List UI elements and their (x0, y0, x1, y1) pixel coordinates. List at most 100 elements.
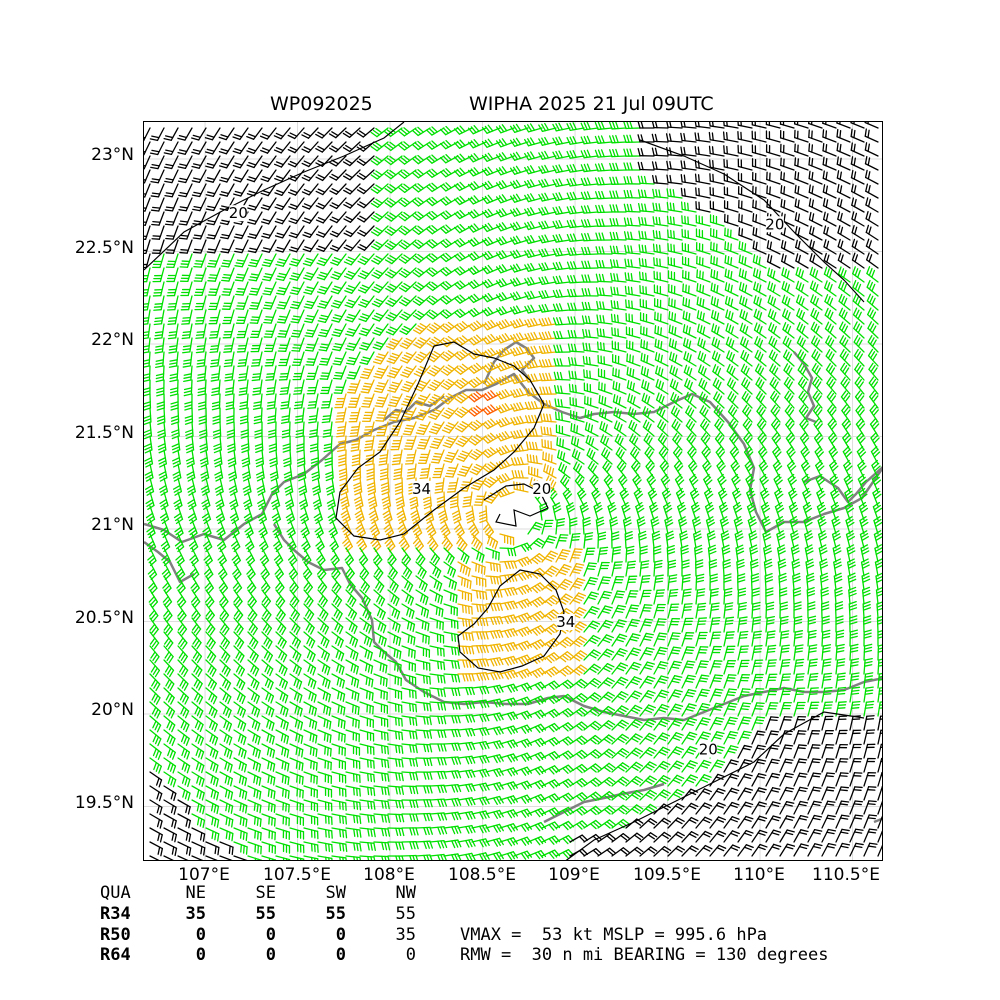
wind-barb-staff (282, 267, 291, 282)
wind-barb-feather (680, 146, 683, 155)
wind-barb (357, 267, 375, 280)
wind-barb (681, 228, 697, 241)
wind-barb-feather (866, 266, 871, 275)
wind-barb-feather (731, 367, 736, 376)
wind-barb (426, 196, 445, 207)
wind-barb-staff (364, 253, 375, 266)
wind-barb-staff (157, 155, 165, 170)
wind-barb-feather (615, 148, 619, 158)
wind-barb-feather (376, 399, 386, 402)
wind-barb (851, 211, 865, 227)
wind-barb-staff (282, 239, 291, 253)
wind-barb-feather (810, 335, 816, 344)
wind-barb (752, 226, 767, 241)
wind-barb-staff (459, 323, 473, 333)
wind-barb-staff (527, 225, 543, 231)
wind-barb-staff (446, 365, 459, 376)
wind-barb-staff (312, 337, 319, 352)
wind-barb-feather (305, 332, 315, 335)
wind-barb-feather (527, 263, 533, 272)
wind-barb-feather (800, 297, 805, 307)
wind-barb-feather (315, 148, 323, 153)
wind-barb-feather (609, 245, 613, 254)
wind-barb (358, 309, 375, 323)
wind-barb-feather (305, 303, 314, 307)
wind-barb-feather (442, 141, 450, 148)
wind-barb-feather (826, 254, 830, 263)
wind-barb-feather (728, 324, 732, 333)
wind-barb (144, 337, 151, 354)
wind-barb (315, 197, 333, 210)
wind-barb (144, 225, 151, 240)
wind-barb (412, 183, 431, 193)
wind-barb-feather (516, 374, 522, 383)
wind-barb-feather (572, 163, 577, 172)
wind-barb (795, 280, 809, 297)
wind-barb-staff (349, 183, 361, 195)
wind-barb-feather (836, 128, 839, 138)
wind-barb-staff (162, 351, 165, 367)
wind-barb (220, 225, 235, 240)
wind-barb (837, 225, 851, 241)
wind-barb-feather (428, 156, 436, 163)
wind-barb-feather (812, 282, 816, 291)
wind-barb (610, 272, 627, 283)
wind-barb-feather (643, 189, 647, 199)
wind-barb-feather (758, 312, 763, 321)
wind-barb (808, 156, 823, 171)
wind-barb-staff (597, 335, 613, 339)
wind-barb-staff (667, 181, 683, 185)
wind-barb-feather (584, 260, 588, 269)
wind-barb-feather (419, 322, 428, 328)
wind-barb-feather (810, 294, 814, 303)
wind-barb-staff (187, 281, 193, 297)
wind-barb-feather (445, 224, 452, 231)
wind-barb-feather (467, 324, 475, 332)
wind-barb-staff (337, 281, 347, 295)
wind-barb-feather (524, 264, 530, 272)
wind-barb-staff (390, 141, 403, 152)
wind-barb-staff (723, 166, 739, 171)
wind-barb-feather (343, 204, 351, 209)
wind-barb-feather (555, 178, 560, 187)
wind-barb-feather (210, 348, 219, 351)
wind-barb-feather (360, 391, 370, 394)
wind-barb-feather (840, 362, 846, 371)
wind-barb-staff (668, 291, 683, 297)
wind-barb-staff (639, 168, 655, 171)
wind-barb-feather (389, 255, 397, 261)
wind-barb-feather (553, 331, 557, 340)
wind-barb-staff (225, 155, 235, 169)
wind-barb-feather (445, 196, 452, 203)
wind-barb-feather (825, 349, 831, 357)
wind-barb (398, 253, 417, 264)
wind-barb-feather (484, 237, 491, 245)
wind-barb-staff (625, 306, 641, 311)
wind-barb-feather (235, 276, 245, 279)
wind-barb-staff (310, 295, 319, 310)
wind-barb-feather (587, 260, 591, 269)
wind-barb-feather (644, 258, 647, 268)
wind-barb-feather (548, 372, 552, 381)
wind-barb (495, 222, 515, 232)
wind-barb-feather (144, 376, 151, 379)
wind-barb-feather (426, 143, 433, 150)
wind-barb-feather (163, 137, 172, 141)
wind-barb-feather (815, 353, 821, 362)
wind-barb-feather (558, 150, 563, 159)
wind-barb-feather (811, 171, 814, 181)
wind-barb-feather (869, 295, 874, 304)
wind-barb-feather (758, 270, 762, 280)
wind-barb (538, 178, 557, 188)
wind-barb-feather (787, 353, 793, 362)
wind-barb-feather (387, 271, 395, 277)
wind-barb-staff (271, 351, 277, 367)
wind-barb (144, 365, 151, 383)
wind-barb-staff (326, 351, 333, 366)
wind-barb (144, 155, 151, 170)
wind-barb (220, 253, 235, 268)
wind-barb-staff (500, 337, 515, 344)
wind-barb-feather (288, 191, 297, 196)
wind-barb (867, 321, 879, 339)
wind-barb-feather (519, 374, 525, 382)
